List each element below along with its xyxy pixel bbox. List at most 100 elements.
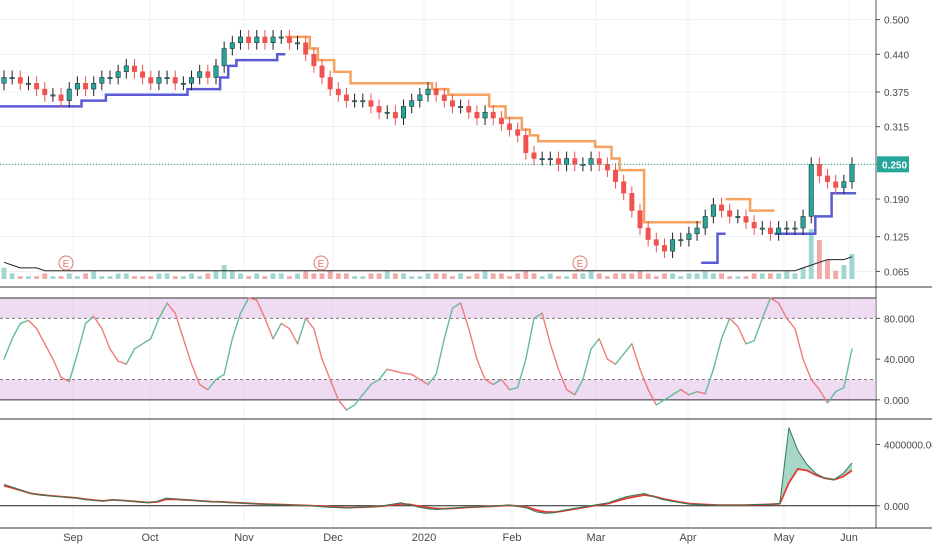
volume-bar (401, 273, 406, 279)
volume-bar (1, 267, 7, 279)
volume-bar (417, 276, 423, 279)
stoch-segment (753, 317, 764, 342)
candle (564, 158, 570, 165)
candle (66, 88, 72, 101)
volume-bar (637, 270, 643, 279)
stoch-segment (394, 370, 405, 375)
candle (694, 227, 700, 235)
volume-bar (270, 273, 276, 279)
candle (197, 71, 203, 78)
oscillator-pane[interactable] (0, 427, 876, 514)
stoch-segment (680, 388, 690, 396)
stoch-segment (345, 404, 356, 411)
stoch-segment (525, 317, 535, 360)
volume-bar (653, 276, 659, 279)
volume-bar (531, 273, 537, 279)
stochastic-pane[interactable] (0, 297, 876, 411)
stoch-segment (598, 338, 609, 360)
candle (523, 135, 529, 153)
volume-bar (115, 273, 121, 279)
stoch-segment (769, 297, 780, 304)
stoch-segment (133, 343, 144, 350)
stoch-segment (223, 338, 234, 376)
candle (441, 94, 447, 101)
volume-bar (180, 276, 186, 279)
time-axis[interactable]: Sep Oct Nov Dec 2020 Feb Mar Apr May Jun (63, 532, 858, 544)
candle (74, 83, 80, 90)
stoch-segment (198, 383, 209, 391)
stoch-segment (704, 368, 715, 395)
stoch-segment (52, 358, 62, 379)
candle (123, 65, 129, 72)
candle (164, 77, 170, 79)
volume-bar (132, 276, 137, 279)
volume-bar (596, 273, 602, 279)
stoch-segment (378, 368, 388, 381)
x-tick-label: Feb (503, 532, 522, 544)
volume-bar (409, 276, 415, 279)
earnings-marker-label: E (577, 259, 584, 270)
stoch-segment (614, 353, 625, 365)
stoch-segment (150, 317, 160, 340)
stoch-segment (606, 358, 617, 365)
x-tick-label: May (774, 532, 795, 544)
volume-bar (564, 276, 570, 279)
volume-bar (719, 273, 724, 279)
volume-bar (613, 273, 618, 279)
stoch-segment (671, 388, 682, 396)
stoch-segment (321, 358, 331, 381)
stoch-segment (484, 378, 494, 386)
volume-bar (686, 273, 692, 279)
y-tick-label: 4000000.000 (884, 441, 932, 452)
volume-ma-line (3, 256, 853, 272)
stoch-segment (35, 327, 46, 345)
candle (270, 36, 276, 43)
stoch-segment (818, 388, 829, 404)
stoch-segment (590, 338, 600, 350)
stoch-segment (44, 343, 54, 360)
candle (392, 111, 398, 119)
stoch-segment (712, 338, 723, 370)
stoch-segment (476, 358, 486, 381)
stoch-segment (410, 373, 421, 381)
volume-bar (66, 273, 72, 279)
candle (825, 175, 831, 182)
y-tick-label: 0.000 (884, 396, 909, 407)
candle (115, 71, 121, 78)
stoch-segment (353, 394, 364, 406)
stoch-segment (435, 338, 446, 376)
stoch-segment (296, 317, 307, 345)
stoch-segment (182, 338, 193, 365)
candle (588, 158, 594, 165)
candle (50, 94, 56, 97)
candle (613, 169, 619, 182)
volume-bar (229, 270, 235, 279)
stoch-segment (761, 297, 772, 320)
candle (254, 36, 260, 43)
stoch-segment (19, 319, 30, 325)
x-tick-label: Dec (323, 532, 343, 544)
candle (335, 88, 341, 96)
candle (596, 158, 602, 165)
stoch-segment (239, 297, 250, 314)
stoch-segment (280, 322, 291, 330)
stoch-segment (125, 348, 136, 365)
volume-bar (710, 273, 716, 279)
candle (1, 77, 7, 84)
volume-bar (319, 273, 325, 279)
candle (849, 164, 855, 182)
volume-bar (392, 273, 398, 279)
volume-bar (450, 276, 455, 279)
candle (278, 36, 284, 39)
volume-bar (197, 276, 203, 279)
price-axis[interactable]: 0.500 0.440 0.375 0.315 0.190 0.125 0.065 0.250… (876, 16, 932, 513)
x-tick-label: Oct (141, 532, 158, 544)
candle (498, 117, 504, 125)
volume-bar (327, 270, 333, 279)
stoch-segment (541, 312, 552, 345)
volume-bar (311, 273, 317, 279)
stoch-segment (639, 368, 649, 391)
volume-bar (458, 273, 464, 279)
volume-bar (286, 276, 292, 279)
